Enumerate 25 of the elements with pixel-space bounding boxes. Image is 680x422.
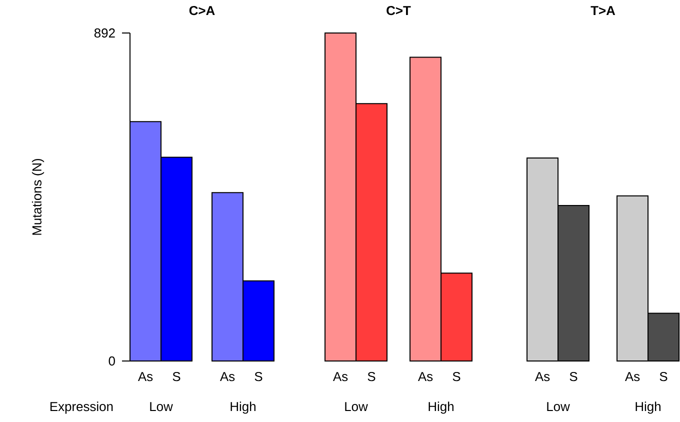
x-tick-label: High — [636, 402, 660, 414]
text: As — [418, 372, 433, 382]
chart-title: T>A — [590, 6, 616, 16]
y-axis-title: Mutations (N) — [32, 158, 44, 235]
x-tick-label: High — [428, 402, 454, 414]
text: As — [624, 372, 640, 382]
series-label: S — [172, 372, 180, 382]
y-tick-label: 0 — [108, 356, 115, 366]
x-tick-label: Low — [345, 402, 368, 412]
series-label: As — [332, 372, 348, 382]
x-tick-label: Low — [547, 402, 570, 412]
x-tick-label: High — [230, 402, 256, 414]
series-label: S — [570, 372, 578, 382]
text: S — [254, 372, 262, 382]
text: S — [660, 372, 668, 382]
text: S — [452, 372, 460, 382]
y-tick-label: 892 — [94, 28, 115, 38]
x-axis-title: Expression — [50, 402, 113, 414]
chart-title: C>A — [189, 6, 215, 16]
x-tick-label: Low — [150, 402, 173, 412]
series-label: As — [534, 372, 550, 382]
series-label: As — [138, 372, 153, 382]
text: As — [220, 372, 235, 382]
series-label: S — [368, 372, 376, 382]
chart-title: C>T — [386, 6, 411, 16]
